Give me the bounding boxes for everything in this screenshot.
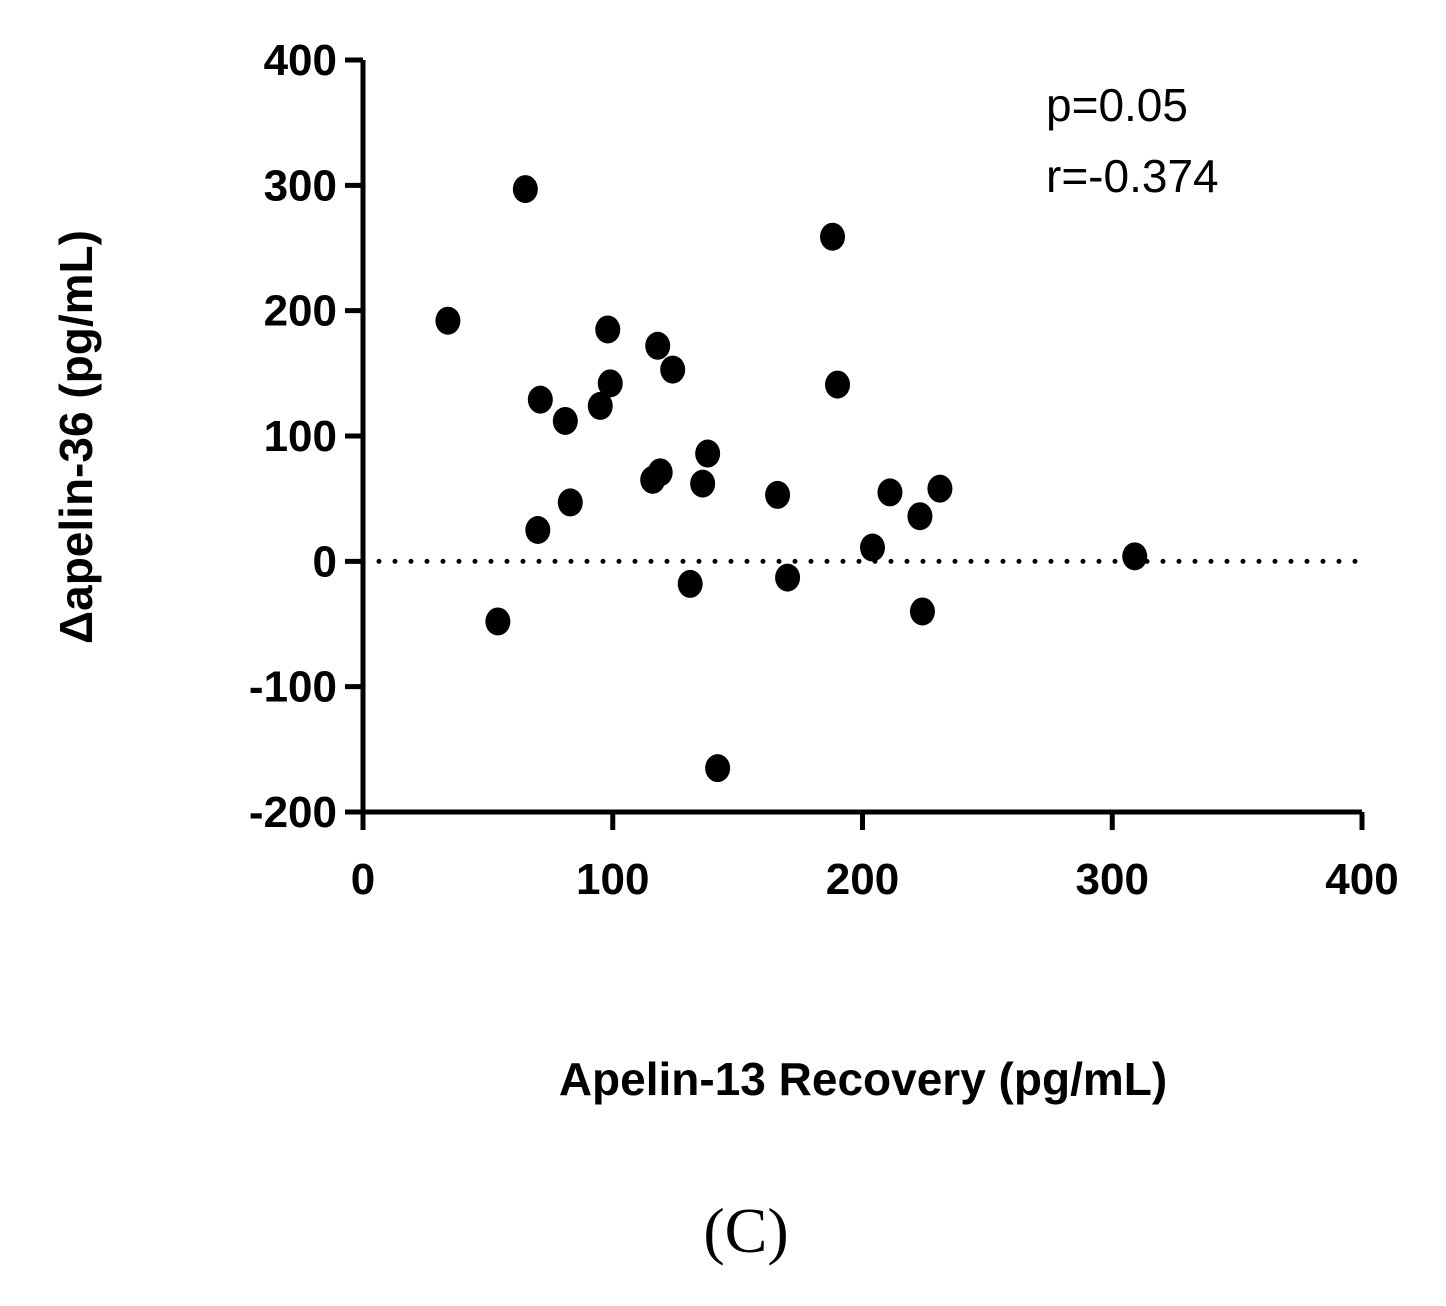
data-point bbox=[677, 569, 703, 598]
data-point bbox=[557, 488, 583, 517]
data-point bbox=[525, 516, 551, 544]
data-point bbox=[825, 370, 851, 399]
data-point bbox=[512, 175, 538, 204]
panel-label: (C) bbox=[703, 1195, 788, 1266]
x-tick-label: 400 bbox=[1325, 855, 1398, 904]
data-point bbox=[645, 331, 671, 360]
data-point bbox=[765, 480, 791, 509]
data-point bbox=[435, 306, 461, 335]
data-point bbox=[705, 754, 731, 783]
y-tick-label: 0 bbox=[313, 537, 337, 586]
data-point bbox=[859, 533, 885, 562]
data-point bbox=[877, 478, 903, 507]
r-value-annotation: r=-0.374 bbox=[1046, 150, 1219, 202]
y-tick-label: 400 bbox=[264, 36, 337, 85]
x-tick-label: 0 bbox=[351, 855, 375, 904]
x-axis-title: Apelin-13 Recovery (pg/mL) bbox=[559, 1053, 1167, 1105]
data-point bbox=[820, 222, 846, 251]
data-point bbox=[595, 315, 621, 344]
y-axis-title: Δapelin-36 (pg/mL) bbox=[50, 230, 102, 644]
data-point bbox=[1122, 542, 1148, 571]
y-tick-label: 200 bbox=[264, 287, 337, 336]
data-point bbox=[587, 391, 613, 420]
data-point bbox=[485, 607, 511, 636]
data-points bbox=[435, 175, 1148, 783]
data-point bbox=[775, 563, 801, 592]
data-point bbox=[527, 385, 553, 414]
data-point bbox=[597, 369, 623, 398]
data-point bbox=[909, 597, 935, 626]
data-point bbox=[660, 355, 686, 384]
y-tick-label: -100 bbox=[249, 663, 337, 712]
data-point bbox=[927, 474, 953, 503]
y-tick-label: 100 bbox=[264, 412, 337, 461]
data-point bbox=[907, 502, 933, 531]
p-value-annotation: p=0.05 bbox=[1046, 79, 1188, 131]
y-axis-ticks: 400 300 200 100 0 -100 -200 bbox=[249, 36, 363, 837]
x-tick-label: 300 bbox=[1076, 855, 1149, 904]
y-tick-label: 300 bbox=[264, 161, 337, 210]
data-point bbox=[690, 469, 716, 498]
data-point bbox=[552, 406, 578, 435]
x-axis-ticks: 0 100 200 300 400 bbox=[351, 812, 1399, 904]
x-tick-label: 200 bbox=[826, 855, 899, 904]
data-point bbox=[647, 458, 673, 487]
data-point bbox=[695, 439, 721, 468]
x-tick-label: 100 bbox=[576, 855, 649, 904]
y-tick-label: -200 bbox=[249, 788, 337, 837]
